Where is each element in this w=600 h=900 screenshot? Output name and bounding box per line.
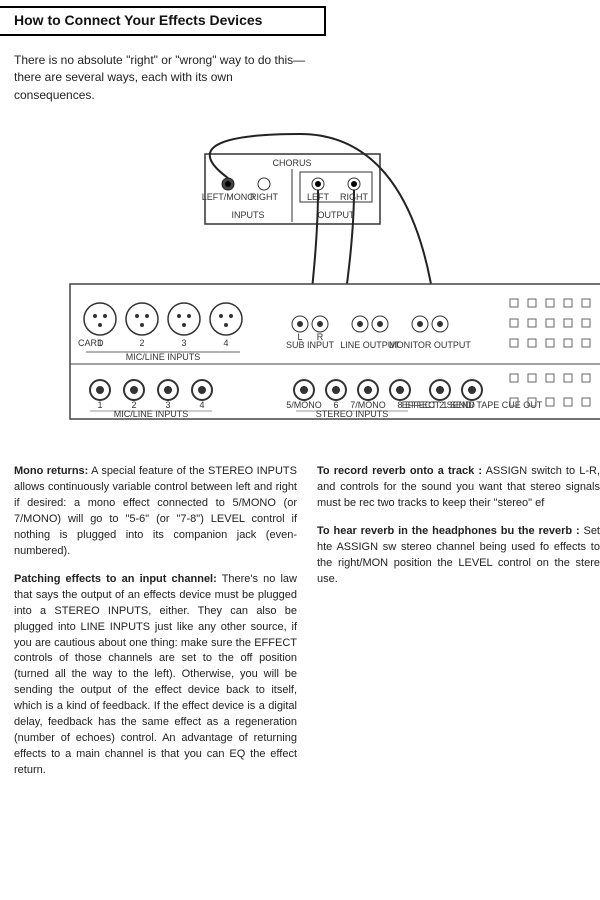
chorus-title: CHORUS: [272, 158, 311, 168]
chorus-in-right-label: RIGHT: [250, 192, 279, 202]
record-reverb-head: To record reverb onto a track :: [317, 465, 482, 477]
eff2-label: EFFECT 2 SEND/ TAPE CUE OUT: [402, 400, 543, 410]
xlr-4-num: 4: [223, 338, 228, 348]
mono-returns-body: A special feature of the STEREO INPUTS a…: [14, 465, 297, 557]
section-title: How to Connect Your Effects Devices: [14, 12, 262, 28]
stereo-group-label: STEREO INPUTS: [316, 409, 389, 419]
rca-top-1: SUB INPUT: [286, 340, 335, 350]
record-reverb-para: To record reverb onto a track : ASSIGN s…: [317, 464, 600, 512]
section-title-bar: How to Connect Your Effects Devices: [0, 6, 326, 36]
patching-head: Patching effects to an input channel:: [14, 573, 217, 585]
mono-returns-head: Mono returns:: [14, 465, 88, 477]
intro-text: There is no absolute "right" or "wrong" …: [14, 52, 314, 104]
xlr-2-num: 2: [139, 338, 144, 348]
column-left: Mono returns: A special feature of the S…: [14, 464, 297, 791]
page: How to Connect Your Effects Devices Ther…: [0, 6, 600, 811]
row2-mic-label: MIC/LINE INPUTS: [114, 409, 189, 419]
rca-top-3: MONITOR OUTPUT: [389, 340, 471, 350]
jk1: 1: [97, 400, 102, 410]
plug-tip-1: [225, 181, 231, 187]
plug-tip-2: [315, 181, 321, 187]
xlr-3-num: 3: [181, 338, 186, 348]
chorus-in-left-label: LEFT/MONO: [202, 192, 255, 202]
chorus-output-label: OUTPUT: [318, 210, 356, 220]
hear-reverb-head: To hear reverb in the headphones bu the …: [317, 525, 580, 537]
card-label: CARD: [78, 338, 104, 348]
connection-diagram: CHORUS LEFT/MONO RIGHT INPUTS LEFT RIGHT…: [0, 114, 600, 434]
xlr-group-label: MIC/LINE INPUTS: [126, 352, 201, 362]
column-right: To record reverb onto a track : ASSIGN s…: [317, 464, 600, 791]
patching-body: There's no law that says the output of a…: [14, 573, 297, 776]
hear-reverb-para: To hear reverb in the headphones bu the …: [317, 524, 600, 588]
chorus-inputs-label: INPUTS: [231, 210, 264, 220]
jk4: 4: [199, 400, 204, 410]
plug-tip-3: [351, 181, 357, 187]
patching-para: Patching effects to an input channel: Th…: [14, 572, 297, 779]
text-columns: Mono returns: A special feature of the S…: [0, 434, 600, 791]
mono-returns-para: Mono returns: A special feature of the S…: [14, 464, 297, 560]
